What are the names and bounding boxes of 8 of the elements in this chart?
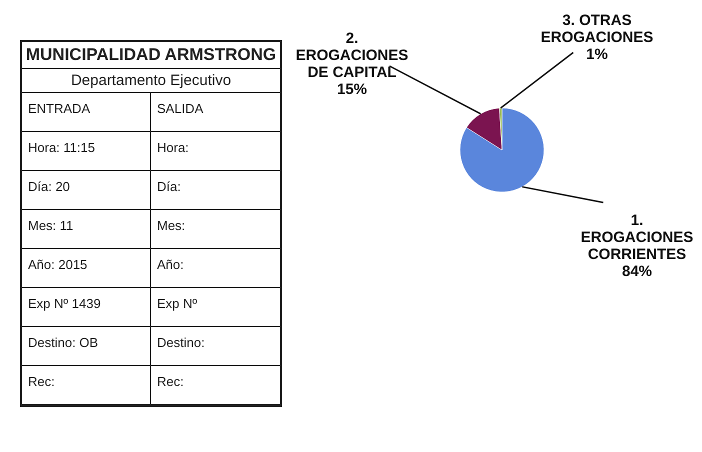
data-label: 84%: [622, 263, 652, 280]
slice-label: 1. EROGACIONES CORRIENTES: [580, 212, 694, 263]
data-label: 1%: [586, 46, 608, 63]
data-label: 15%: [336, 81, 368, 98]
slice-label: 2. EROGACIONES DE CAPITAL: [296, 30, 408, 81]
office-stamp: MUNICIPALIDAD ARMSTRONG Departamento Ejecutivo ENTRADA SALIDA Hora: 11:15 Hora: Día: 20 Día: Mes: 11 Mes: Año: 2015 Año: Exp Nº 1439 Exp Nº Destino: OB Destino: Rec: Rec:: [20, 40, 282, 407]
slice-label: 3. OTRAS EROGACIONES: [540, 12, 654, 46]
pie-slice: [460, 108, 544, 192]
